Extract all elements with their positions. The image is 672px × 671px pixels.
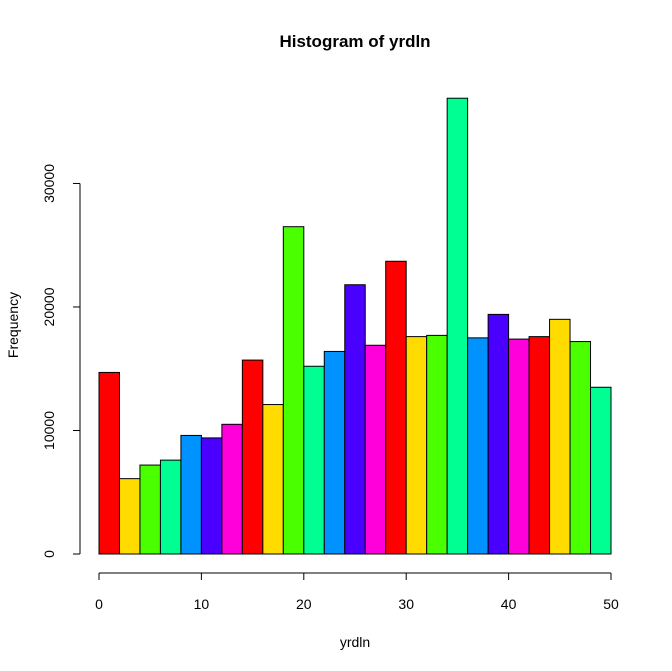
x-tick-label: 50 — [603, 596, 619, 612]
y-axis: 0 10000 20000 30000 — [41, 164, 81, 558]
bar-20 — [487, 313, 510, 555]
x-tick-label: 10 — [194, 596, 210, 612]
y-tick-label: 10000 — [41, 411, 57, 450]
bar-17 — [426, 334, 448, 555]
bar-11 — [303, 365, 325, 555]
bar-15 — [385, 260, 407, 555]
bar-1 — [98, 371, 120, 555]
x-axis: 0 10 20 30 40 50 — [95, 572, 619, 612]
bar-14 — [364, 344, 387, 555]
bar-8 — [241, 359, 264, 555]
y-tick-label: 0 — [41, 550, 57, 558]
bar-12 — [323, 350, 346, 555]
bar-22 — [528, 336, 551, 555]
bar-25 — [590, 386, 612, 555]
bar-10 — [282, 226, 305, 555]
bar-7 — [221, 423, 243, 555]
x-tick-label: 0 — [95, 596, 103, 612]
bar-21 — [508, 338, 530, 555]
bar-2 — [118, 478, 141, 555]
bars-group — [98, 97, 612, 555]
x-tick-label: 40 — [501, 596, 517, 612]
bar-4 — [159, 459, 182, 555]
y-tick-label: 20000 — [41, 287, 57, 326]
y-tick-label: 30000 — [41, 164, 57, 203]
bar-16 — [405, 336, 428, 555]
x-axis-label: yrdln — [340, 634, 370, 650]
bar-23 — [549, 318, 571, 555]
bar-13 — [344, 284, 366, 555]
x-tick-label: 30 — [398, 596, 414, 612]
bar-5 — [180, 434, 202, 555]
bar-18 — [446, 97, 469, 555]
bar-9 — [262, 404, 284, 555]
bar-19 — [467, 337, 489, 555]
chart-title: Histogram of yrdln — [279, 32, 430, 51]
bar-24 — [569, 341, 592, 555]
x-tick-label: 20 — [296, 596, 312, 612]
y-axis-label: Frequency — [5, 292, 21, 358]
bar-6 — [200, 437, 223, 555]
bar-3 — [139, 464, 161, 555]
